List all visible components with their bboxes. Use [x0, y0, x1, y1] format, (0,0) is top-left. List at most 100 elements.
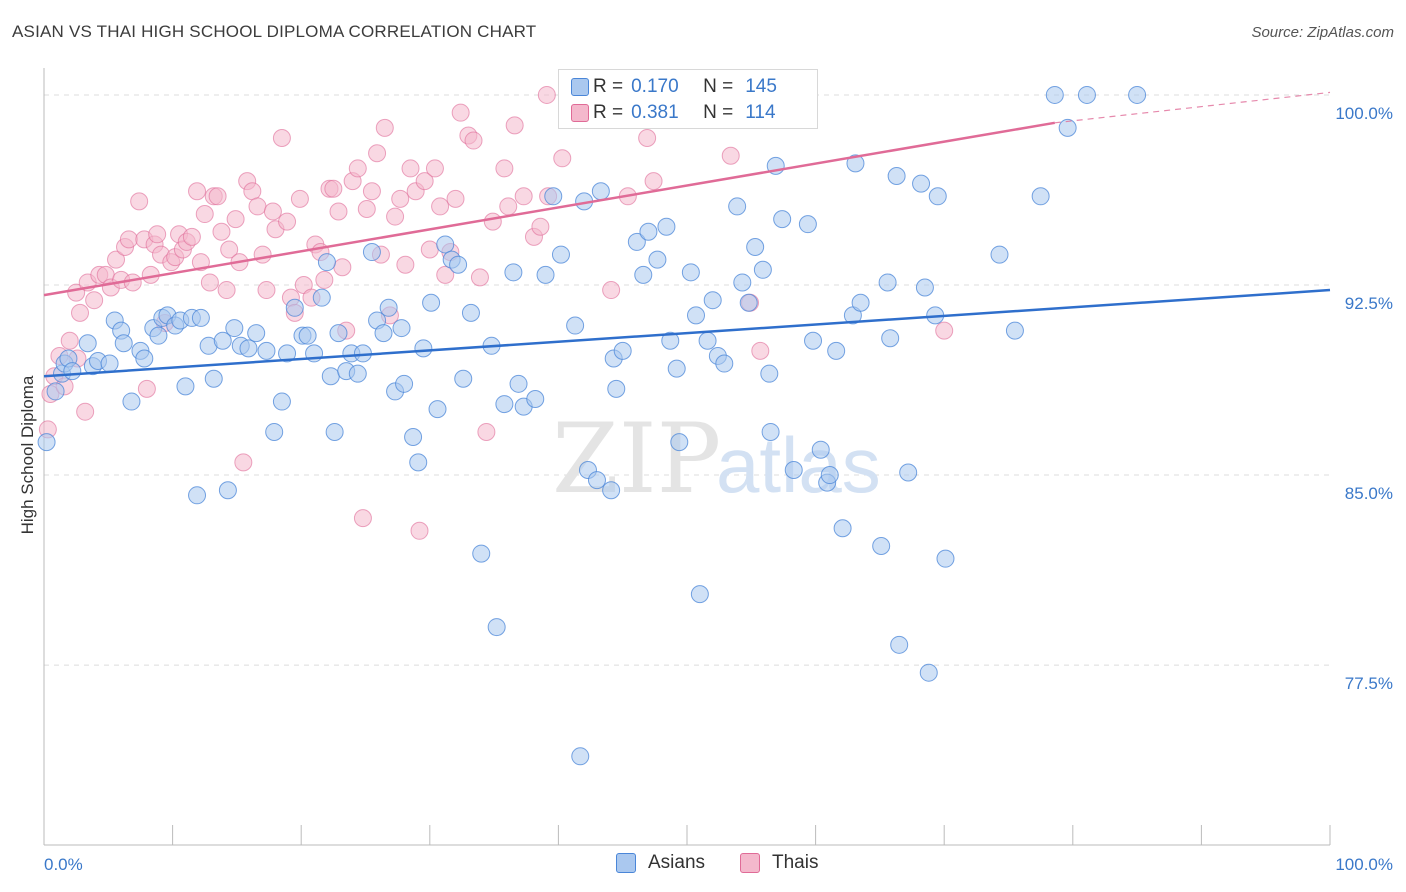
thai-series [38, 85, 954, 540]
asian-point [213, 331, 232, 350]
thai-point [257, 281, 276, 300]
thai-point [470, 268, 489, 287]
thai-point [243, 182, 262, 201]
asian-point [422, 293, 441, 312]
thai-point [226, 210, 245, 229]
thai-point [537, 85, 556, 104]
asian-point [1058, 118, 1077, 137]
thai-point [436, 265, 455, 284]
thai-point [431, 197, 450, 216]
asian-point [878, 273, 897, 292]
asian-point [100, 354, 119, 373]
asian-point [936, 549, 955, 568]
asian-point [1031, 187, 1050, 206]
asian-point [321, 367, 340, 386]
thai-point [531, 217, 550, 236]
asian-point [487, 618, 506, 637]
thai-point [253, 245, 272, 264]
asian-point [607, 379, 626, 398]
thai-point [495, 159, 514, 178]
asian-point [428, 400, 447, 419]
asian-point [760, 364, 779, 383]
asian-point [329, 324, 348, 343]
thai-swatch [571, 104, 589, 122]
thai-point [446, 189, 465, 208]
asian-point [912, 174, 931, 193]
legend-n-value: 145 [745, 76, 777, 97]
asian-point [461, 303, 480, 322]
asian-point [728, 197, 747, 216]
asian-series [37, 85, 1147, 766]
asian-point [379, 298, 398, 317]
asian-point [278, 344, 297, 363]
thai-point [386, 207, 405, 226]
asian-point [919, 663, 938, 682]
asian-point [551, 245, 570, 264]
asian-point [613, 341, 632, 360]
y-tick-label: 77.5% [1345, 674, 1393, 693]
asian-legend-label: Asians [648, 852, 706, 873]
asian-point [46, 382, 65, 401]
watermark: ZIP atlas [552, 403, 881, 515]
asian-point [798, 215, 817, 234]
thai-point [368, 144, 387, 163]
asian-point [687, 306, 706, 325]
legend-r-value: 0.170 [631, 76, 679, 97]
asian-point [325, 422, 344, 441]
asian-point [804, 331, 823, 350]
asian-point [872, 536, 891, 555]
asian-point [784, 460, 803, 479]
asian-point [746, 237, 765, 256]
asian-point [1128, 85, 1147, 104]
thai-point [263, 202, 282, 221]
asian-point [773, 210, 792, 229]
asian-point [348, 364, 367, 383]
asian-point [1005, 321, 1024, 340]
asian-point [265, 422, 284, 441]
asian-point [690, 585, 709, 604]
asian-point [454, 369, 473, 388]
asian-point [827, 341, 846, 360]
asian-point [915, 278, 934, 297]
x-tick-label: 0.0% [44, 855, 83, 874]
asian-point [890, 635, 909, 654]
asian-point [670, 433, 689, 452]
asian-point [504, 263, 523, 282]
asian-point [122, 392, 141, 411]
correlation-legend: R = 0.170 N = 145 R = 0.381 N = 114 [558, 69, 818, 129]
thai-point [751, 341, 770, 360]
asian-point [78, 334, 97, 353]
thai-point [375, 118, 394, 137]
asian-point [667, 359, 686, 378]
asian-point [374, 324, 393, 343]
thai-point [329, 202, 348, 221]
thai-point [107, 250, 126, 269]
thai-point [362, 182, 381, 201]
asian-point [472, 544, 491, 563]
asian-point [739, 293, 758, 312]
asian-point [657, 217, 676, 236]
asian-point [990, 245, 1009, 264]
thai-point [195, 205, 214, 224]
asian-point [833, 519, 852, 538]
asian-point [135, 349, 154, 368]
thai-point [514, 187, 533, 206]
asian-point [761, 422, 780, 441]
asian-point [544, 187, 563, 206]
thai-point [234, 453, 253, 472]
asian-point [191, 308, 210, 327]
thai-legend-swatch [740, 853, 760, 873]
asian-point [188, 486, 207, 505]
asian-point [114, 334, 133, 353]
thai-point [333, 258, 352, 277]
asian-point [681, 263, 700, 282]
thai-point [212, 222, 231, 241]
thai-point [425, 159, 444, 178]
asian-point [247, 324, 266, 343]
thai-point [217, 281, 236, 300]
thai-point [644, 172, 663, 191]
asian-trend-line [43, 288, 1331, 378]
asian-point [851, 293, 870, 312]
asian-point [634, 265, 653, 284]
